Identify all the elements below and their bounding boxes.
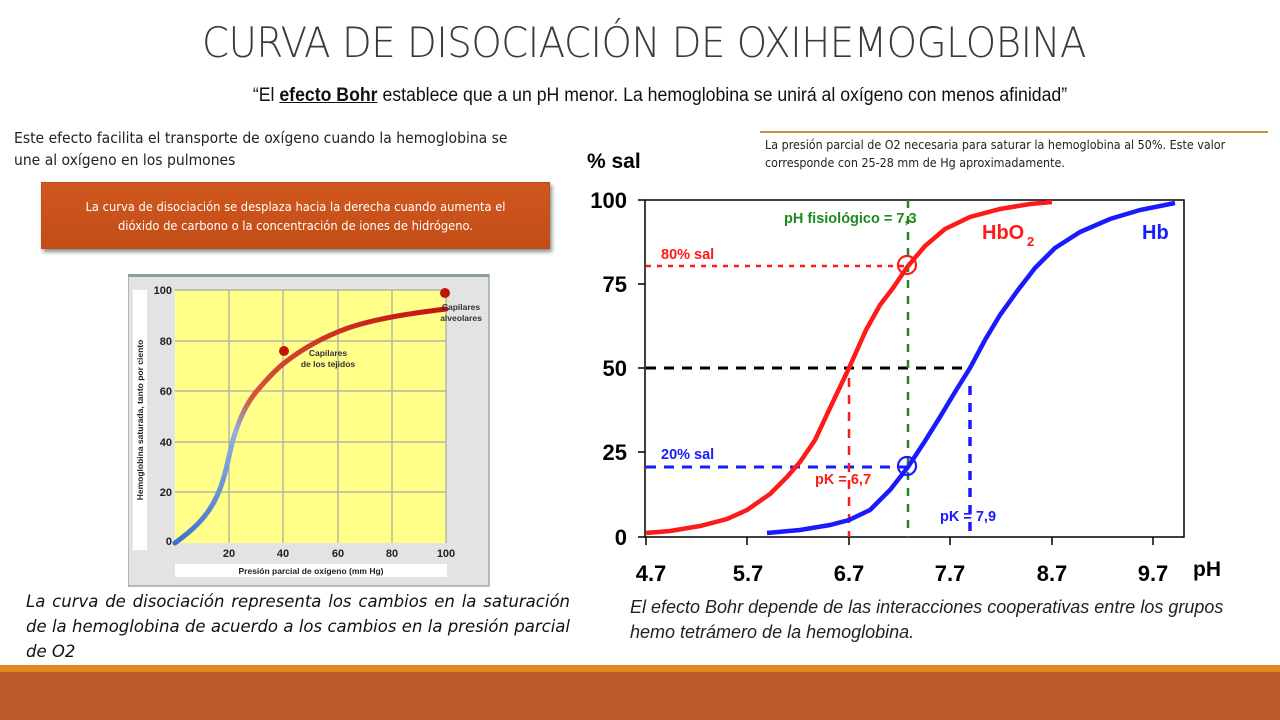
svg-text:HbO: HbO: [982, 222, 1024, 244]
note-divider: [760, 131, 1268, 133]
svg-text:100: 100: [154, 285, 172, 297]
quote-open: “El: [252, 85, 280, 106]
callout-box: La curva de disociación se desplaza haci…: [41, 182, 550, 249]
svg-text:5.7: 5.7: [733, 561, 764, 586]
svg-text:25: 25: [603, 440, 627, 465]
tissue-label-1: Capilares: [309, 348, 348, 358]
hb-curve: [766, 200, 1176, 536]
svg-text:100: 100: [590, 188, 627, 213]
svg-text:80: 80: [386, 548, 398, 560]
right-chart-caption: El efecto Bohr depende de las interaccio…: [630, 597, 1224, 642]
svg-text:100: 100: [437, 548, 455, 560]
sat80-marker: [896, 254, 918, 276]
callout-text: La curva de disociación se desplaza haci…: [85, 198, 506, 233]
svg-text:75: 75: [603, 272, 627, 297]
svg-text:6.7: 6.7: [834, 561, 865, 586]
svg-text:0: 0: [615, 525, 627, 550]
sat20-marker: [896, 455, 918, 477]
p50-note: La presión parcial de O2 necesaria para …: [765, 138, 1226, 170]
bohr-quote: “El efecto Bohr establece que a un pH me…: [46, 85, 1274, 107]
svg-text:50: 50: [603, 356, 627, 381]
footer-band: [0, 672, 1280, 720]
svg-text:2: 2: [1027, 234, 1034, 249]
pk-hbo2-label: pK = 6,7: [815, 472, 871, 488]
svg-text:8.7: 8.7: [1037, 561, 1068, 586]
alveolar-capillary-point: [440, 288, 450, 298]
sat20-label: 20% sal: [661, 447, 714, 463]
hbo2-curve: [645, 199, 1053, 536]
right-chart-ylabel: % sal: [587, 150, 641, 173]
svg-text:60: 60: [160, 386, 172, 398]
svg-text:20: 20: [223, 548, 235, 560]
svg-text:40: 40: [160, 437, 172, 449]
bohr-effect-chart: % sal 100 75 50 25 0 4.7 5.7 6.7 7.7 8.7…: [587, 150, 1221, 586]
right-chart-xticks: 4.7 5.7 6.7 7.7 8.7 9.7: [636, 561, 1169, 586]
left-chart-xticks: 20 40 60 80 100: [223, 548, 455, 560]
alveolar-label-1: Capilares: [442, 302, 481, 312]
left-description: Este efecto facilita el transporte de ox…: [14, 129, 508, 169]
plot-area: [175, 290, 446, 543]
svg-text:20: 20: [160, 487, 172, 499]
saturation-curve: [172, 306, 449, 546]
svg-text:60: 60: [332, 548, 344, 560]
svg-text:80: 80: [160, 336, 172, 348]
svg-text:7.7: 7.7: [935, 561, 966, 586]
quote-emphasis: efecto Bohr: [279, 85, 378, 106]
footer-accent-strip: [0, 665, 1280, 672]
svg-text:40: 40: [277, 548, 289, 560]
left-chart-caption: La curva de disociación representa los c…: [26, 592, 570, 661]
pk-hb-label: pK = 7,9: [940, 509, 996, 525]
right-chart-yticks: 100 75 50 25 0: [590, 188, 627, 550]
slide-title: CURVA DE DISOCIACIÓN DE OXIHEMOGLOBINA: [202, 18, 1086, 67]
svg-text:0: 0: [166, 536, 172, 548]
left-chart-ylabel: Hemoglobina saturada, tanto por ciento: [135, 340, 145, 501]
tissue-label-2: de los tejidos: [301, 359, 356, 369]
alveolar-label-2: alveolares: [440, 313, 482, 323]
right-chart-xlabel: pH: [1193, 558, 1221, 581]
sat80-label: 80% sal: [661, 247, 714, 263]
quote-rest: establece que a un pH menor. La hemoglob…: [377, 85, 1068, 106]
left-chart-xlabel: Presión parcial de oxígeno (mm Hg): [238, 566, 383, 576]
oxygen-dissociation-chart: Hemoglobina saturada, tanto por ciento 1…: [128, 274, 490, 587]
physiological-ph-label: pH fisiológico = 7,3: [784, 211, 917, 227]
left-chart-yticks: 100 80 60 40 20 0: [154, 285, 172, 548]
svg-text:4.7: 4.7: [636, 561, 667, 586]
svg-text:9.7: 9.7: [1138, 561, 1169, 586]
legend-hb: Hb: [1142, 222, 1169, 244]
tissue-capillary-point: [279, 346, 289, 356]
legend-hbo2: HbO 2: [982, 222, 1034, 249]
